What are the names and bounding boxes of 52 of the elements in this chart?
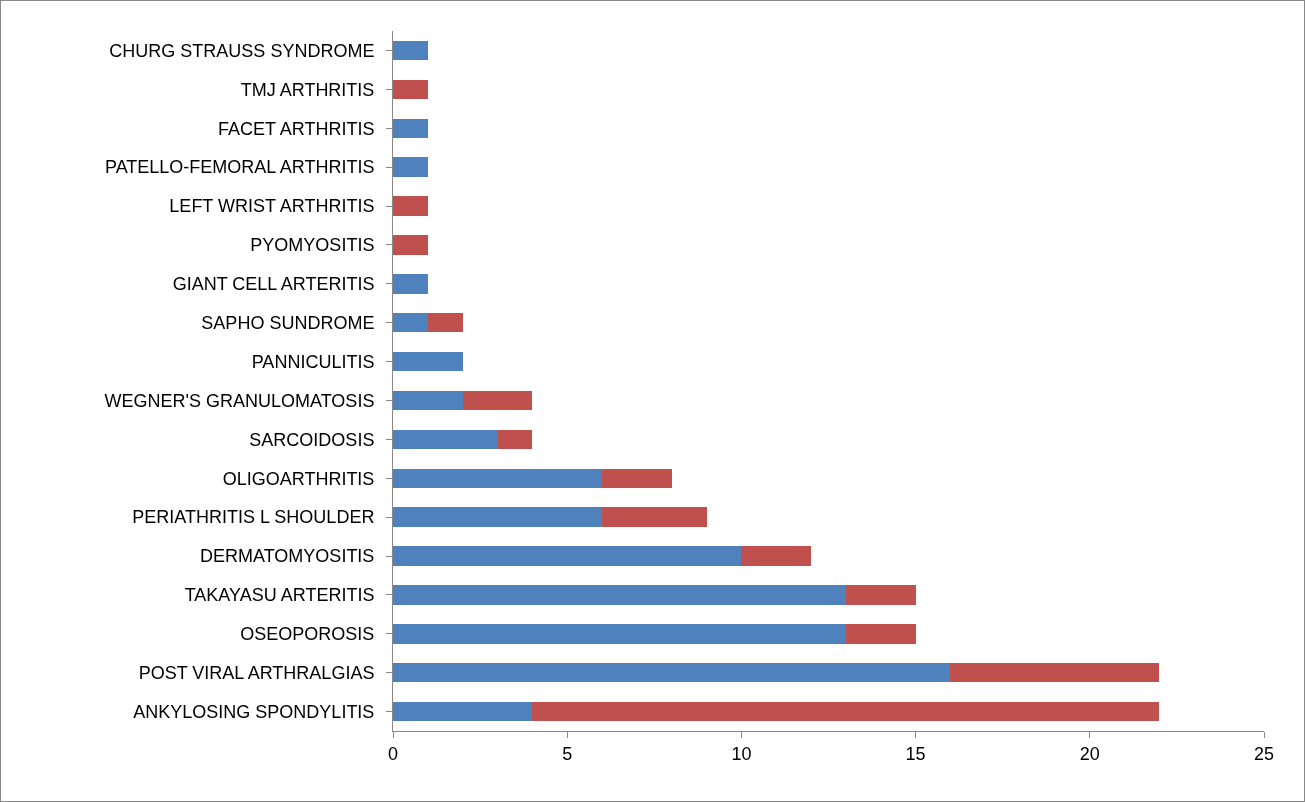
y-tick-label: FACET ARTHRITIS [218,118,375,139]
y-tick-label: PERIATHRITIS L SHOULDER [132,507,375,528]
bar [393,429,498,450]
x-tick-label: 0 [387,743,399,764]
bar [393,235,428,255]
bar [393,624,846,644]
y-tick-label: TMJ ARTHRITIS [240,79,375,100]
bar [393,468,603,488]
bar [393,312,428,333]
bar [845,624,916,644]
bar [393,701,533,722]
bar [393,118,428,138]
y-tick-label: PATELLO-FEMORAL ARTHRITIS [105,157,375,178]
y-tick-label: OSEOPOROSIS [240,624,375,645]
bar [393,585,846,605]
x-tick-label: 20 [1079,743,1100,764]
bar [393,390,463,411]
y-tick-label: SAPHO SUNDROME [201,312,375,333]
y-tick-label: WEGNER'S GRANULOMATOSIS [104,390,375,411]
bar [532,701,1160,722]
y-tick-label: OLIGOARTHRITIS [222,468,375,489]
bar [602,468,672,488]
bar [950,662,1160,683]
y-tick-label: TAKAYASU ARTERITIS [184,585,375,606]
bar [845,585,916,605]
bar [393,507,603,527]
y-tick-label: POST VIRAL ARTHRALGIAS [138,662,375,683]
y-tick-label: PANNICULITIS [251,351,375,372]
bar [393,546,742,566]
bar [393,196,428,216]
bar [497,429,533,450]
bar [393,351,463,372]
x-tick-label: 25 [1253,743,1275,764]
y-tick-label: CHURG STRAUSS SYNDROME [109,40,375,61]
bar [393,40,428,61]
bar [602,507,707,527]
bar [462,390,533,411]
bar [393,157,428,177]
y-tick-label: DERMATOMYOSITIS [200,546,375,567]
bar [393,662,951,683]
x-tick-label: 5 [562,743,573,764]
bar [393,79,428,100]
y-tick-label: LEFT WRIST ARTHRITIS [169,196,375,217]
bar [393,274,428,294]
y-tick-label: ANKYLOSING SPONDYLITIS [133,701,375,722]
x-tick-label: 15 [905,743,926,764]
y-tick-label: GIANT CELL ARTERITIS [172,274,375,295]
x-tick-label: 10 [731,743,752,764]
y-tick-label: PYOMYOSITIS [250,235,375,256]
bar [741,546,812,566]
y-tick-label: SARCOIDOSIS [249,429,375,450]
bar [427,312,463,333]
